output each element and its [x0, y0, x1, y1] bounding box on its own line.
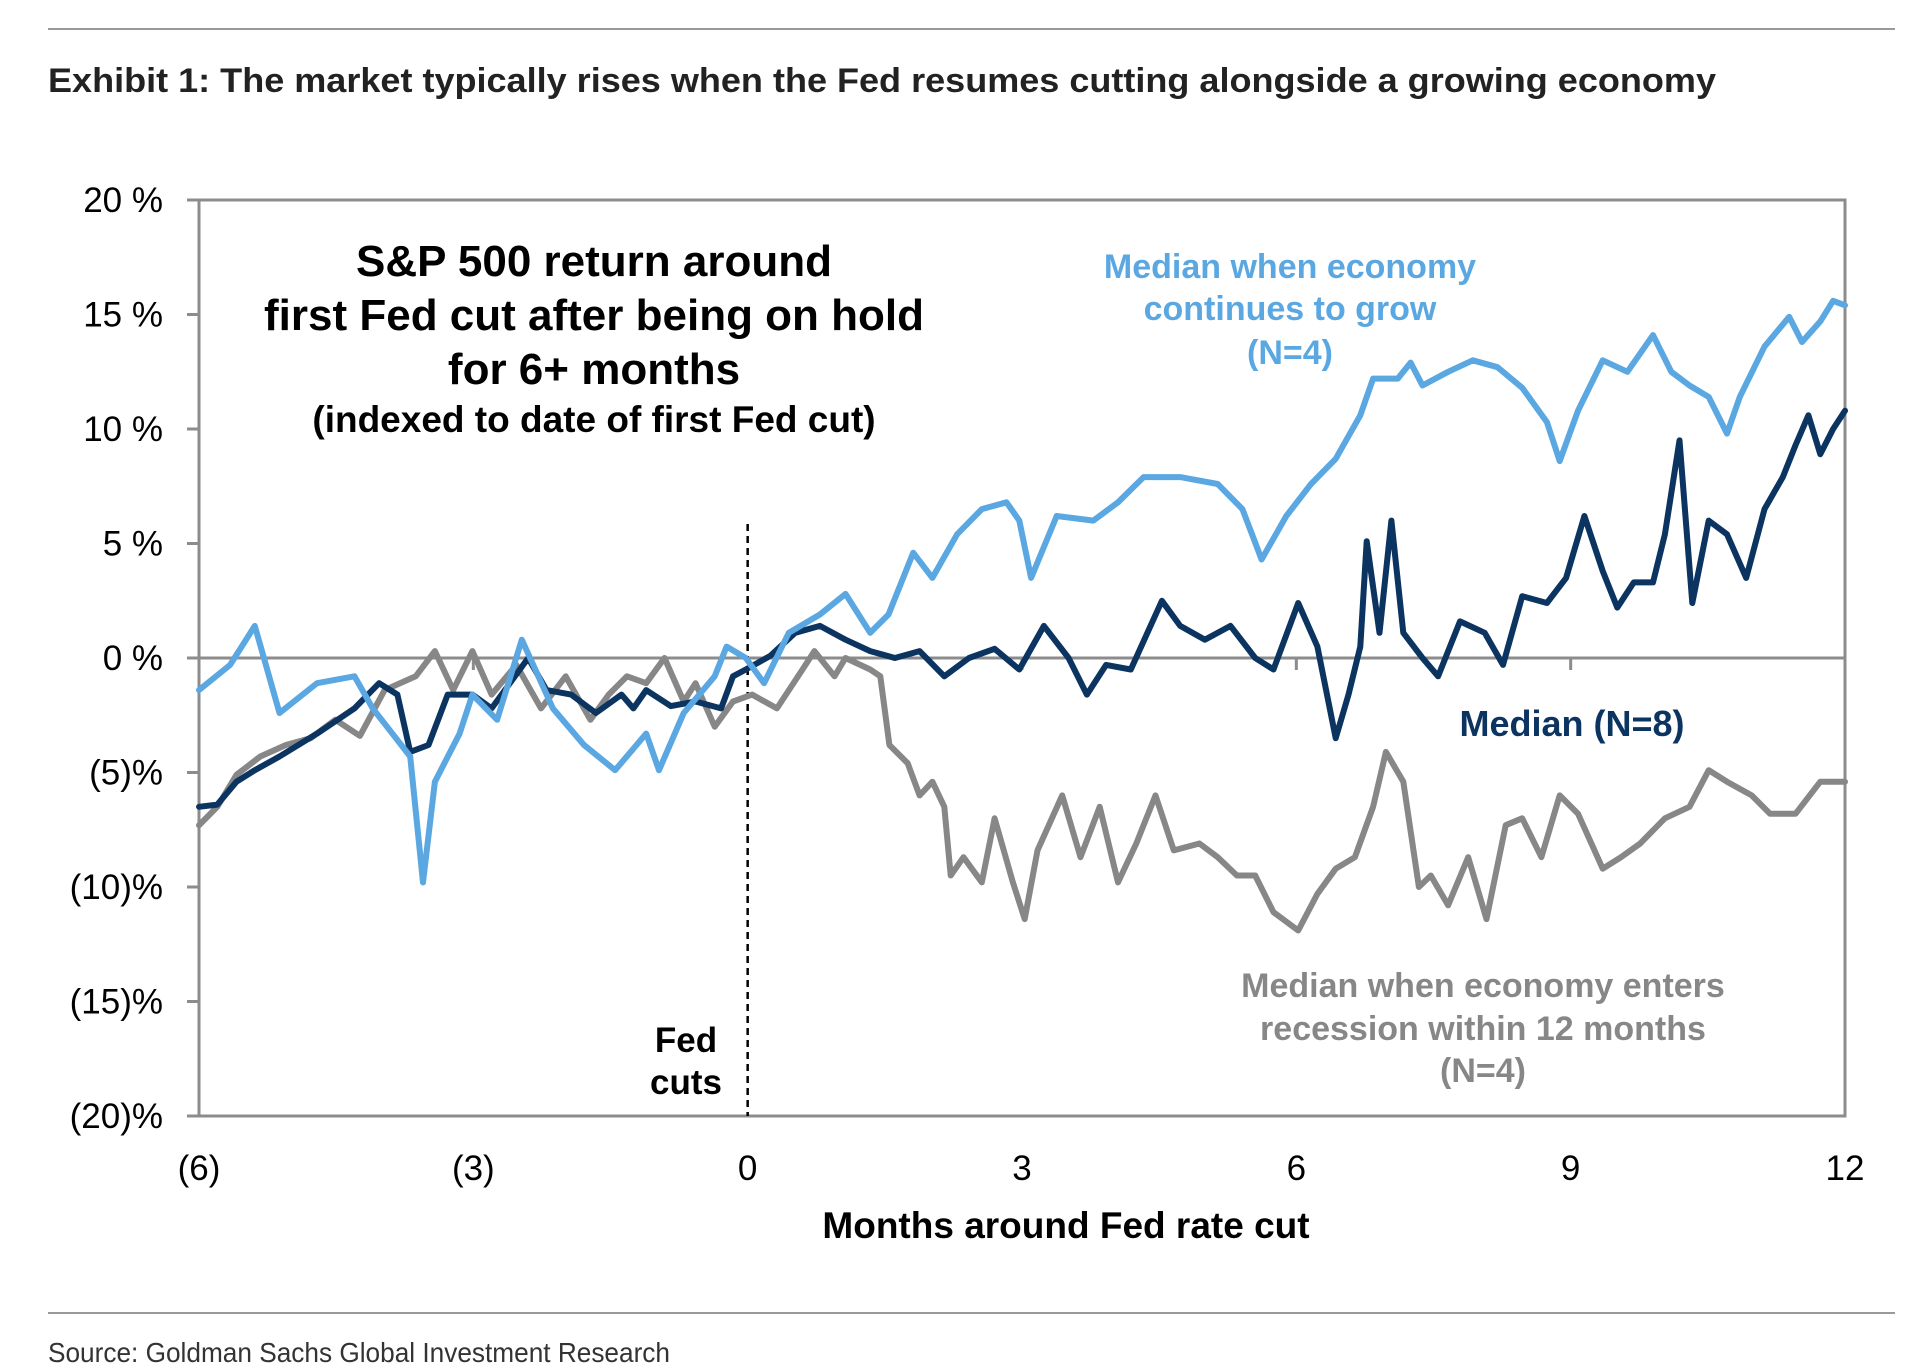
y-tick-label: 0 %	[103, 639, 163, 678]
exhibit-title: Exhibit 1: The market typically rises wh…	[48, 62, 1716, 100]
chart-subtitle: (indexed to date of first Fed cut)	[312, 399, 875, 440]
fed-cuts-line-2: cuts	[650, 1063, 722, 1102]
chart-inner-title: S&P 500 return around first Fed cut afte…	[264, 237, 924, 440]
y-tick-label: (15)%	[70, 983, 163, 1022]
x-tick-label: 6	[1287, 1149, 1306, 1188]
y-tick-label: (10)%	[70, 868, 163, 907]
legend-grow-line-3: (N=4)	[1247, 334, 1333, 372]
fed-cuts-line-1: Fed	[655, 1021, 717, 1060]
source-note: Source: Goldman Sachs Global Investment …	[48, 1337, 670, 1368]
series-line-recession	[196, 648, 1848, 934]
x-tick-label: 12	[1826, 1149, 1865, 1188]
series-line-median	[196, 407, 1848, 810]
series-line-grow	[196, 297, 1848, 886]
y-tick-label: 10 %	[83, 410, 163, 449]
y-tick-label: 15 %	[83, 296, 163, 335]
legend-recession-line-2: recession within 12 months	[1260, 1010, 1706, 1048]
axes: 20 % 15 % 10 % 5 % 0 % (5)% (10)% (15)% (20)% (6)…	[70, 181, 1865, 1188]
chart-title-line-3: for 6+ months	[448, 345, 740, 394]
legend-grow-line-2: continues to grow	[1144, 290, 1437, 328]
x-tick-label: (3)	[452, 1149, 495, 1188]
y-tick-label: 20 %	[83, 181, 163, 220]
legend-recession-line-1: Median when economy enters	[1241, 967, 1725, 1005]
chart-title-line-1: S&P 500 return around	[356, 237, 832, 286]
x-tick-label: (6)	[178, 1149, 221, 1188]
y-tick-label: (5)%	[89, 754, 163, 793]
fed-cuts-annotation: Fed cuts	[650, 1021, 722, 1102]
legend-recession-line-3: (N=4)	[1440, 1052, 1526, 1090]
legend-median: Median (N=8)	[1459, 703, 1684, 744]
legend-grow-line-1: Median when economy	[1104, 248, 1476, 286]
x-tick-label: 9	[1561, 1149, 1580, 1188]
series-lines	[196, 297, 1848, 934]
chart-title-line-2: first Fed cut after being on hold	[264, 291, 924, 340]
x-tick-label: 0	[738, 1149, 757, 1188]
y-tick-label: 5 %	[103, 525, 163, 564]
x-axis-title: Months around Fed rate cut	[822, 1205, 1309, 1246]
x-tick-label: 3	[1012, 1149, 1031, 1188]
y-tick-label: (20)%	[70, 1097, 163, 1136]
legend-recession: Median when economy enters recession wit…	[1241, 967, 1725, 1090]
legend-grow: Median when economy continues to grow (N…	[1104, 248, 1476, 372]
